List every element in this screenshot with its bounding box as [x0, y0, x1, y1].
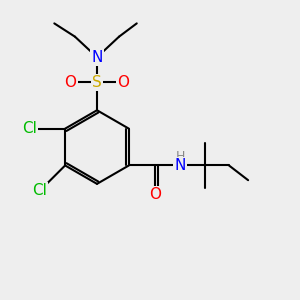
Text: Cl: Cl [32, 183, 47, 198]
Text: O: O [118, 75, 130, 90]
Text: S: S [92, 75, 102, 90]
Text: O: O [64, 75, 76, 90]
Text: O: O [149, 188, 161, 202]
Text: N: N [175, 158, 186, 173]
Text: H: H [176, 150, 185, 163]
Text: Cl: Cl [22, 121, 37, 136]
Text: N: N [91, 50, 103, 65]
